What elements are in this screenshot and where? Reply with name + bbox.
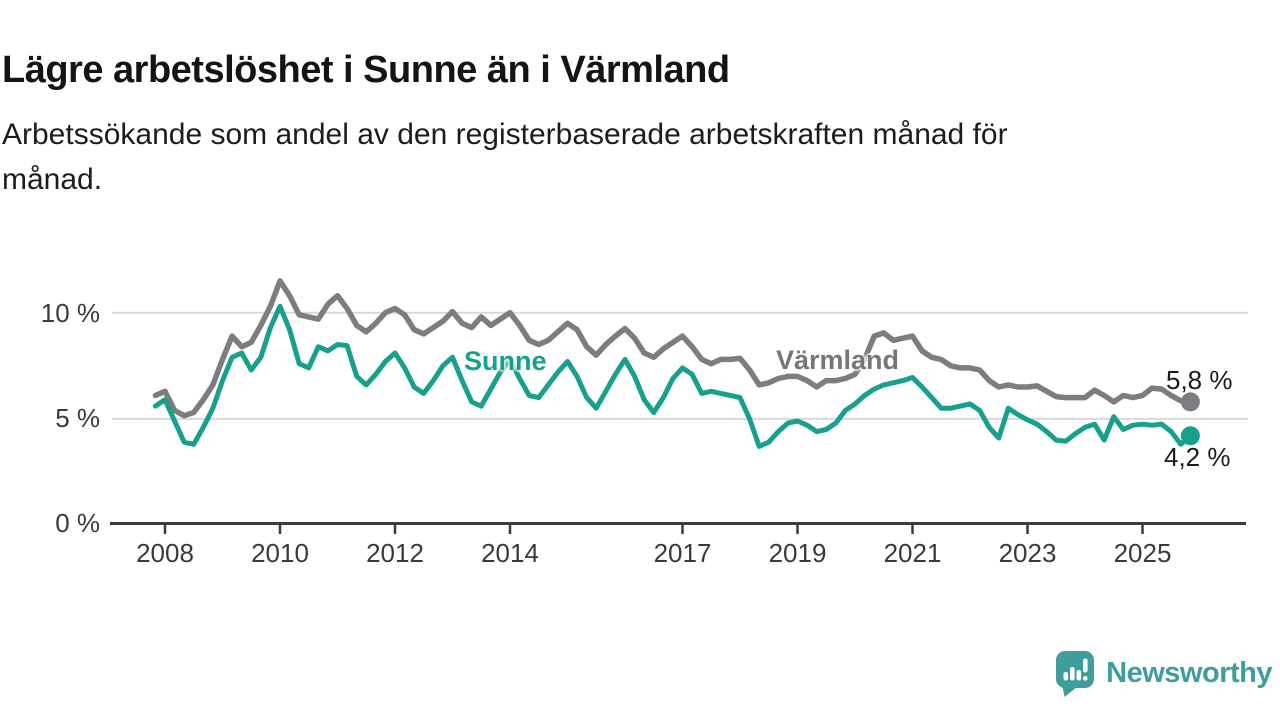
x-axis-label-2012: 2012 — [366, 538, 424, 568]
x-axis-label-2008: 2008 — [136, 538, 194, 568]
page-subtitle: Arbetssökande som andel av den registerb… — [2, 112, 1202, 202]
x-axis-label-2023: 2023 — [998, 538, 1057, 568]
series-label-sunne: Sunne — [464, 346, 547, 376]
y-axis-label-10: 10 % — [40, 298, 100, 328]
y-axis-label-0: 0 % — [55, 508, 100, 538]
brand-footer: Newsworthy — [1053, 648, 1272, 698]
brand-name: Newsworthy — [1106, 656, 1272, 689]
end-value-label-sunne: 4,2 % — [1164, 442, 1231, 472]
x-axis-label-2010: 2010 — [251, 538, 309, 568]
x-axis-label-2014: 2014 — [481, 538, 539, 568]
newsworthy-logo-icon — [1053, 649, 1097, 698]
x-axis-label-2017: 2017 — [653, 538, 712, 568]
subtitle-line-1: Arbetssökande som andel av den registerb… — [2, 118, 1008, 151]
subtitle-line-2: månad. — [2, 163, 103, 196]
series-label-varmland: Värmland — [776, 345, 900, 375]
y-axis-label-5: 5 % — [55, 403, 100, 433]
x-axis-label-2025: 2025 — [1113, 538, 1172, 568]
page-title: Lägre arbetslöshet i Sunne än i Värmland — [2, 49, 730, 92]
x-axis-label-2019: 2019 — [768, 538, 827, 568]
end-value-label-varmland: 5,8 % — [1166, 365, 1233, 395]
x-axis-label-2021: 2021 — [883, 538, 942, 568]
